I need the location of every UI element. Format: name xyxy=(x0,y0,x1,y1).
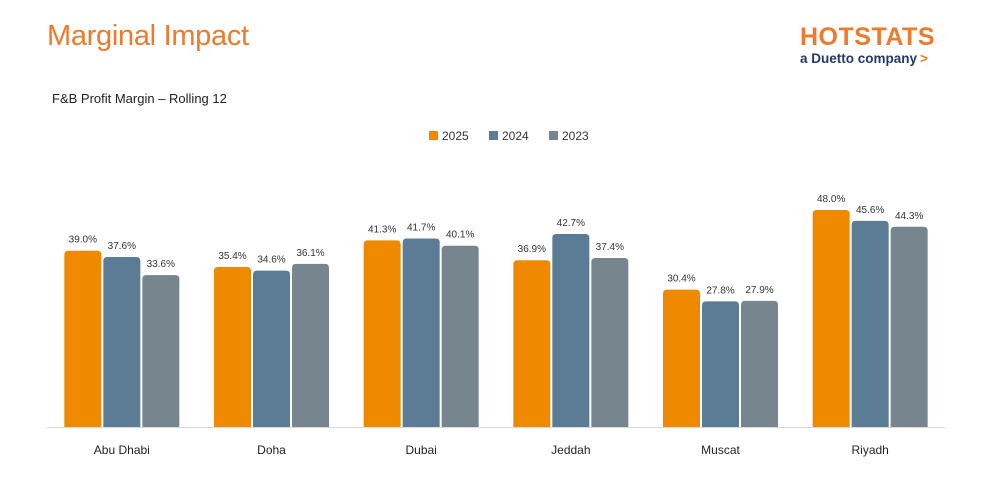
data-label: 36.1% xyxy=(296,248,324,259)
bar-2024-riyadh xyxy=(851,220,889,427)
bar-2024-dubai xyxy=(402,238,440,427)
data-label: 41.7% xyxy=(407,223,435,234)
legend-swatch-2025 xyxy=(429,131,438,140)
data-label: 42.7% xyxy=(557,218,585,229)
data-label: 37.6% xyxy=(108,241,136,252)
bar-2024-muscat xyxy=(702,301,739,427)
hotstats-logo: HOTSTATS a Duetto company > xyxy=(800,24,935,67)
bar-2023-jeddah xyxy=(591,257,629,427)
x-tick-label: Jeddah xyxy=(551,443,590,457)
x-tick-label: Muscat xyxy=(701,443,740,457)
bar-2025-riyadh xyxy=(812,210,850,427)
x-tick-label: Riyadh xyxy=(851,443,888,457)
bar-2023-muscat xyxy=(741,300,778,427)
bar-2025-doha xyxy=(214,266,251,427)
page-title: Marginal Impact xyxy=(47,20,249,52)
data-label: 44.3% xyxy=(895,211,923,222)
bar-2025-dubai xyxy=(363,240,401,427)
x-tick-label: Abu Dhabi xyxy=(94,443,150,457)
bar-2025-jeddah xyxy=(513,260,551,427)
logo-tagline-text: a Duetto company xyxy=(800,51,918,66)
data-label: 36.9% xyxy=(518,244,546,255)
x-tick-label: Doha xyxy=(257,443,286,457)
bar-2024-doha xyxy=(253,270,290,427)
bar-2023-doha xyxy=(292,263,329,427)
legend-label-2025: 2025 xyxy=(442,129,469,143)
legend-swatch-2023 xyxy=(549,131,558,140)
data-label: 34.6% xyxy=(257,255,285,266)
bar-2024-abu-dhabi xyxy=(103,257,141,427)
data-label: 27.9% xyxy=(745,285,773,296)
data-label: 40.1% xyxy=(446,230,474,241)
bar-2024-jeddah xyxy=(552,233,590,427)
x-tick-label: Dubai xyxy=(405,443,436,457)
legend-label-2023: 2023 xyxy=(562,129,589,143)
bar-2025-abu-dhabi xyxy=(64,250,102,427)
data-label: 45.6% xyxy=(856,205,884,216)
data-label: 37.4% xyxy=(596,242,624,253)
data-label: 35.4% xyxy=(218,251,246,262)
data-label: 27.8% xyxy=(706,285,734,296)
logo-wordmark: HOTSTATS xyxy=(800,23,936,51)
bar-2023-dubai xyxy=(441,245,479,427)
data-label: 41.3% xyxy=(368,224,396,235)
bar-2023-abu-dhabi xyxy=(142,275,180,427)
data-label: 39.0% xyxy=(69,235,97,246)
logo-tagline: a Duetto company > xyxy=(800,51,935,67)
bar-2023-riyadh xyxy=(890,226,928,427)
logo-arrow-icon: > xyxy=(920,51,928,66)
data-label: 33.6% xyxy=(147,259,175,270)
chart-title: F&B Profit Margin – Rolling 12 xyxy=(52,91,227,106)
bar-2025-muscat xyxy=(663,289,700,427)
legend-swatch-2024 xyxy=(489,131,498,140)
data-label: 30.4% xyxy=(667,274,695,285)
data-label: 48.0% xyxy=(817,194,845,205)
legend-label-2024: 2024 xyxy=(502,129,529,143)
